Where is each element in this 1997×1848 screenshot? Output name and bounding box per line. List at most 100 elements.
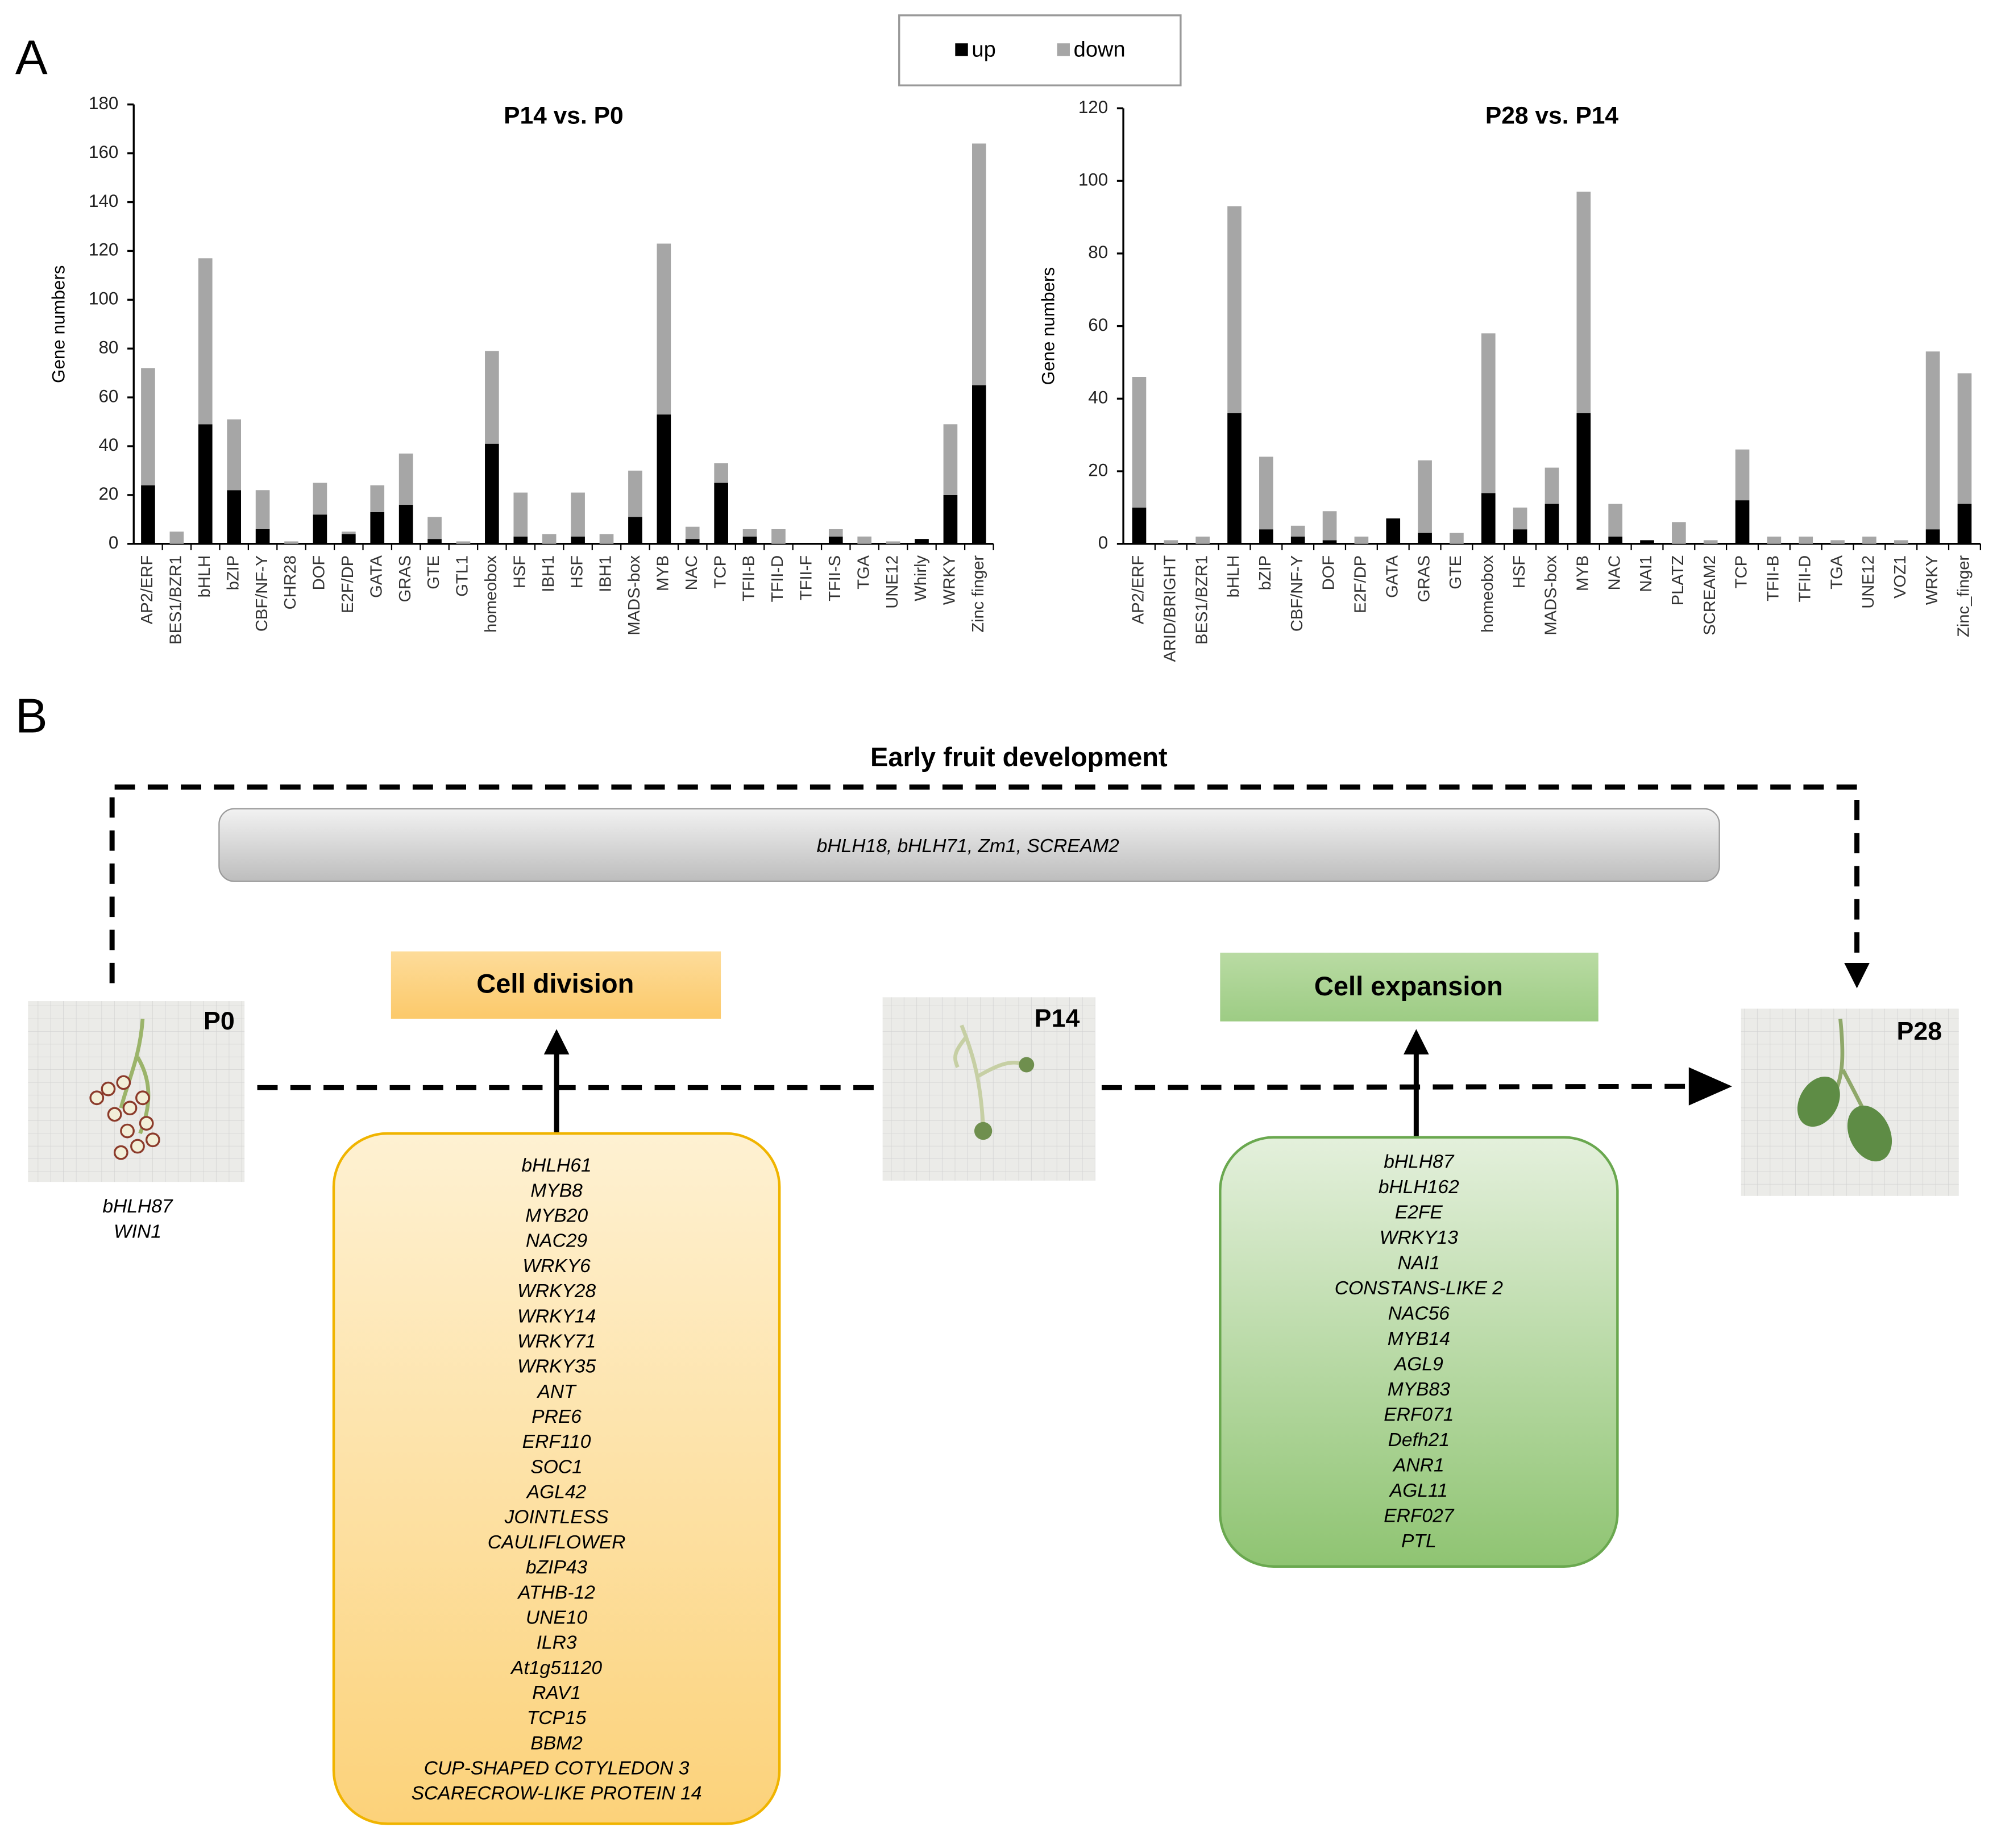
bar-segment <box>1290 525 1305 537</box>
bar-segment <box>1418 533 1432 544</box>
bar-segment <box>1957 504 1972 544</box>
bar-segment <box>1545 504 1559 544</box>
x-tick-label: TGA <box>854 555 873 589</box>
x-tick-label: GTE <box>1447 555 1465 589</box>
bar-segment <box>141 485 155 544</box>
gene-name: RAV1 <box>532 1683 581 1704</box>
x-tick-label: CBF/NF-Y <box>253 555 271 632</box>
stage-label: P0 <box>204 1007 235 1035</box>
bar-segment <box>886 541 900 544</box>
bar-segment <box>1608 536 1622 544</box>
gene-name: UNE10 <box>526 1607 588 1628</box>
x-tick-label: GATA <box>1383 555 1401 598</box>
bar-segment <box>427 517 442 539</box>
y-tick-label: 100 <box>89 289 118 309</box>
bar-segment <box>657 414 671 544</box>
bar-segment <box>485 351 499 444</box>
y-tick-label: 100 <box>1078 169 1108 189</box>
gene-name: MYB20 <box>525 1206 588 1227</box>
legend-box <box>898 14 1182 86</box>
x-tick-label: MYB <box>654 555 672 591</box>
x-tick-label: IBH1 <box>597 555 615 592</box>
bar-segment <box>742 529 757 537</box>
bar-segment <box>828 536 843 544</box>
bar-segment <box>284 541 298 544</box>
y-tick-label: 120 <box>89 240 118 260</box>
panel-label: A <box>15 31 48 85</box>
y-tick-label: 40 <box>1088 388 1108 408</box>
bar-segment <box>227 419 242 491</box>
bar-segment <box>1830 540 1845 544</box>
bar-segment <box>943 495 958 544</box>
x-tick-label: TFII-S <box>826 555 844 601</box>
stage-gene: bHLH87 <box>102 1196 173 1217</box>
x-tick-label: WRKY <box>1923 555 1941 605</box>
x-tick-label: VOZ1 <box>1891 555 1909 599</box>
bar-segment <box>628 517 642 544</box>
legend-swatch <box>955 43 968 56</box>
bar-segment <box>398 505 413 544</box>
bar-segment <box>370 512 385 544</box>
bar-segment <box>198 258 213 425</box>
x-tick-label: MYB <box>1574 555 1592 591</box>
gene-name: ILR3 <box>537 1633 577 1654</box>
common-genes: bHLH18, bHLH71, Zm1, SCREAM2 <box>817 836 1119 857</box>
y-tick-label: 160 <box>89 142 118 162</box>
bar-segment <box>1513 529 1527 544</box>
bar-segment <box>1450 533 1464 544</box>
chart-title: P14 vs. P0 <box>504 102 624 129</box>
y-tick-label: 120 <box>1078 97 1108 117</box>
gene-name: E2FE <box>1395 1202 1443 1223</box>
gene-name: NAC29 <box>526 1231 587 1252</box>
legend-label: up <box>971 38 995 62</box>
x-tick-label: E2F/DP <box>339 555 357 613</box>
bar-segment <box>685 526 700 539</box>
gene-name: ERF110 <box>522 1431 591 1452</box>
gene-name: CAULIFLOWER <box>488 1532 626 1553</box>
stage-label: P14 <box>1035 1004 1080 1032</box>
y-tick-label: 80 <box>1088 242 1108 262</box>
gene-name: ERF071 <box>1384 1405 1454 1426</box>
x-tick-label: ARID/BRIGHT <box>1161 555 1180 662</box>
x-tick-label: Zinc finger <box>969 555 987 633</box>
bar-segment <box>370 485 385 512</box>
x-tick-label: HSF <box>1510 555 1529 588</box>
x-tick-label: TCP <box>1733 555 1751 588</box>
process-box <box>391 951 721 1019</box>
bar-segment <box>972 385 986 544</box>
x-tick-label: bZIP <box>1256 555 1274 590</box>
y-tick-label: 0 <box>109 533 118 553</box>
gene-name: AGL11 <box>1389 1480 1448 1501</box>
bar-segment <box>714 463 728 483</box>
y-tick-label: 0 <box>1098 533 1108 553</box>
x-tick-label: TFII-B <box>740 555 758 601</box>
bar-segment <box>255 529 270 544</box>
y-tick-label: 140 <box>89 191 118 211</box>
timeline-arrow <box>109 784 1870 989</box>
y-tick-label: 20 <box>1088 460 1108 480</box>
bar-segment <box>1259 529 1273 544</box>
common-genes-bar <box>218 808 1720 882</box>
x-tick-label: Zinc_finger <box>1955 555 1973 637</box>
bar-segment <box>255 490 270 529</box>
gene-name: WRKY14 <box>517 1306 596 1327</box>
bar-segment <box>1418 460 1432 533</box>
x-tick-label: HSF <box>568 555 586 588</box>
bar-segment <box>1957 373 1972 504</box>
bar-segment <box>1322 540 1337 544</box>
gene-box <box>1219 1136 1619 1568</box>
x-tick-label: TFII-B <box>1764 555 1783 601</box>
bar-segment <box>1545 467 1559 504</box>
bar-segment <box>169 531 184 544</box>
bar-segment <box>513 536 528 544</box>
gene-name: AGL42 <box>526 1482 587 1503</box>
bar-segment <box>657 243 671 415</box>
gene-name: WRKY6 <box>522 1256 591 1277</box>
bar-segment <box>1672 522 1686 544</box>
gene-name: ATHB-12 <box>517 1582 595 1603</box>
gene-name: CUP-SHAPED COTYLEDON 3 <box>424 1758 690 1779</box>
bar-segment <box>742 536 757 544</box>
bar-segment <box>1290 536 1305 544</box>
bar-segment <box>685 539 700 544</box>
